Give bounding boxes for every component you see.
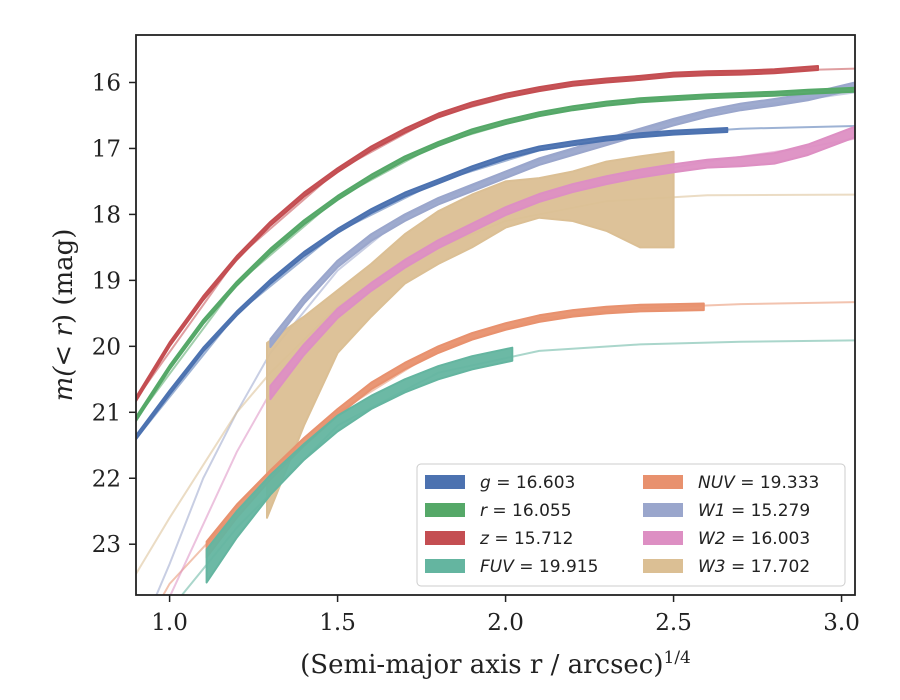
legend-item-w2: W2 = 16.003 (643, 529, 810, 549)
y-tick-label: 19 (92, 268, 121, 294)
legend-swatch (643, 503, 683, 517)
legend-swatch (643, 475, 683, 489)
legend-item-g: g = 16.603 (425, 473, 575, 493)
legend-item-w3: W3 = 17.702 (643, 557, 810, 577)
legend-item-w1: W1 = 15.279 (643, 501, 810, 521)
legend-label: W2 = 16.003 (698, 529, 810, 549)
measured-band-z (136, 65, 819, 403)
x-axis-title: (Semi-major axis r / arcsec)1/4 (300, 648, 691, 680)
x-tick-label: 2.5 (655, 610, 692, 636)
x-axis: 1.0 1.5 2.0 2.5 3.0 (151, 595, 860, 636)
measured-band-nuv (205, 302, 705, 559)
legend-label: NUV = 19.333 (698, 473, 819, 493)
legend-label: W3 = 17.702 (698, 557, 810, 577)
x-tick-label: 2.0 (487, 610, 524, 636)
x-tick-label: 3.0 (823, 610, 860, 636)
y-tick-label: 22 (92, 466, 121, 492)
legend-item-fuv: FUV = 19.915 (425, 557, 598, 577)
series-layer (136, 65, 855, 595)
legend-swatch (643, 531, 683, 545)
y-tick-label: 23 (92, 532, 121, 558)
measured-band-g (136, 127, 729, 441)
x-axis-title-exponent: 1/4 (664, 648, 691, 668)
y-tick-label: 20 (92, 334, 121, 360)
legend-label: FUV = 19.915 (480, 557, 598, 577)
legend-label: g = 16.603 (480, 473, 575, 493)
plot-area (136, 65, 855, 595)
y-tick-label: 21 (92, 400, 121, 426)
model-curve-g (136, 125, 855, 440)
y-axis: 16 17 18 19 20 21 22 23 (92, 70, 136, 558)
legend-frame (416, 463, 846, 587)
legend-label: z = 15.712 (479, 529, 573, 549)
legend-label: r = 16.055 (480, 501, 572, 521)
legend-label: W1 = 15.279 (698, 501, 810, 521)
y-tick-label: 17 (92, 136, 121, 162)
legend-swatch (425, 475, 465, 489)
x-axis-title-text: (Semi-major axis r / arcsec) (300, 650, 663, 680)
legend-swatch (643, 559, 683, 573)
x-tick-label: 1.5 (319, 610, 356, 636)
measured-band-fuv (205, 346, 514, 584)
axes-frame (135, 34, 856, 596)
measured-band-w2 (269, 125, 855, 401)
legend-swatch (425, 503, 465, 517)
legend-swatch (425, 531, 465, 545)
legend-swatch (425, 559, 465, 573)
y-tick-label: 18 (92, 202, 121, 228)
y-axis-title: m(< r) (mag) (49, 229, 79, 402)
measured-band-w1 (269, 81, 855, 348)
y-tick-label: 16 (92, 70, 121, 96)
legend: g = 16.603 r = 16.055 z = 15.712 FUV = 19.9… (416, 463, 846, 587)
legend-item-r: r = 16.055 (425, 501, 572, 521)
legend-item-nuv: NUV = 19.333 (643, 473, 819, 493)
legend-item-z: z = 15.712 (425, 529, 573, 549)
measured-band-r (136, 86, 855, 422)
x-tick-label: 1.0 (151, 610, 188, 636)
